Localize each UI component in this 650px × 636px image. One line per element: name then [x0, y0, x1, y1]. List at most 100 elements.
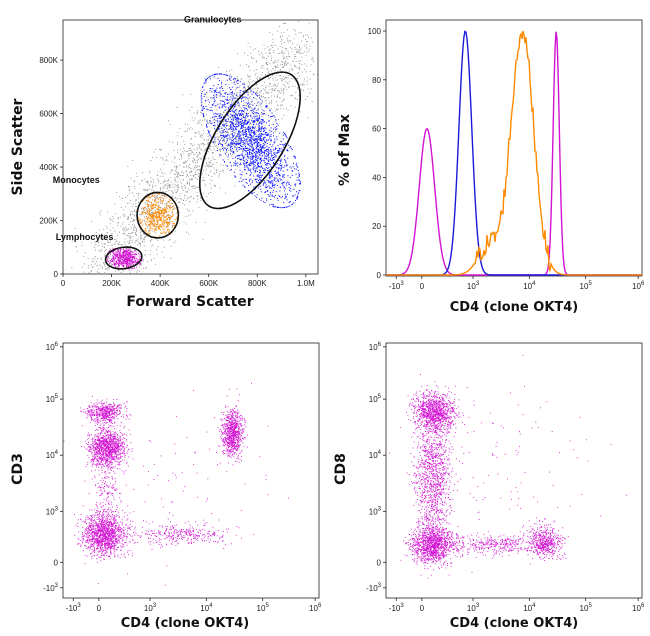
background-event	[220, 164, 222, 166]
background-event	[285, 86, 287, 88]
gated-event	[269, 116, 271, 118]
gated-event	[295, 168, 297, 170]
gated-event	[219, 154, 221, 156]
gated-event	[238, 157, 240, 159]
gated-event	[256, 182, 258, 184]
gated-event	[259, 176, 261, 178]
gated-event	[251, 117, 253, 119]
background-event	[172, 183, 174, 185]
background-event	[141, 179, 143, 181]
background-event	[283, 52, 285, 54]
background-event	[265, 114, 267, 116]
gated-event	[148, 217, 150, 219]
background-event	[254, 98, 256, 99]
gated-event	[254, 117, 256, 119]
background-event	[184, 143, 186, 145]
gated-event	[277, 206, 279, 208]
gated-event	[223, 104, 225, 106]
gated-event	[236, 154, 238, 156]
gated-event	[276, 185, 278, 187]
gated-event	[219, 115, 221, 117]
gated-event	[282, 134, 284, 136]
gated-event	[248, 122, 250, 124]
gated-event	[235, 140, 237, 142]
background-event	[258, 118, 259, 119]
background-event	[195, 164, 197, 166]
background-event	[74, 227, 76, 229]
background-event	[257, 125, 259, 127]
background-event	[181, 154, 183, 156]
gated-event	[229, 121, 231, 123]
gated-event	[121, 262, 123, 264]
background-event	[190, 170, 192, 172]
background-event	[119, 244, 121, 245]
gated-event	[259, 133, 261, 135]
gated-event	[122, 248, 124, 250]
background-event	[87, 258, 89, 260]
gated-event	[252, 180, 254, 182]
gated-event	[115, 254, 117, 256]
gated-event	[155, 211, 157, 213]
gated-event	[297, 176, 299, 178]
background-event	[287, 51, 289, 53]
background-event	[295, 65, 297, 67]
background-event	[178, 159, 180, 161]
background-event	[294, 54, 296, 56]
background-event	[168, 140, 170, 142]
gated-event	[138, 220, 140, 222]
gated-event	[258, 153, 260, 155]
gated-event	[227, 144, 229, 146]
background-event	[166, 215, 168, 217]
gated-event	[244, 131, 246, 133]
gated-event	[129, 256, 131, 258]
gated-event	[230, 111, 232, 113]
gated-event	[219, 93, 221, 95]
gated-event	[152, 193, 154, 195]
background-event	[134, 181, 136, 183]
gated-event	[123, 249, 125, 251]
gated-event	[221, 144, 223, 146]
gated-event	[276, 175, 278, 177]
gated-event	[237, 120, 239, 122]
background-event	[272, 89, 274, 91]
gated-event	[252, 168, 254, 170]
gated-event	[160, 225, 162, 227]
background-event	[270, 101, 272, 103]
gated-event	[217, 77, 219, 79]
gated-event	[255, 157, 257, 159]
background-event	[195, 177, 196, 178]
background-event	[123, 213, 125, 215]
background-event	[177, 135, 179, 137]
background-event	[242, 115, 244, 117]
gated-event	[243, 106, 245, 108]
gated-event	[280, 165, 282, 167]
gated-event	[277, 168, 279, 170]
gated-event	[298, 174, 300, 176]
background-event	[110, 252, 112, 254]
background-event	[158, 209, 160, 211]
background-event	[283, 67, 285, 68]
gated-event	[213, 113, 215, 115]
background-event	[282, 104, 284, 106]
gated-event	[163, 228, 165, 230]
gated-event	[296, 198, 298, 200]
background-event	[265, 97, 267, 99]
background-event	[244, 89, 246, 91]
gated-event	[122, 265, 124, 267]
gated-event	[153, 206, 155, 208]
gated-event	[155, 224, 157, 226]
gated-event	[231, 109, 233, 111]
background-event	[183, 197, 185, 199]
background-event	[169, 205, 171, 207]
background-event	[226, 122, 228, 124]
background-event	[267, 71, 269, 73]
background-event	[207, 151, 209, 153]
gated-event	[217, 150, 219, 152]
background-event	[199, 157, 201, 159]
gated-event	[247, 152, 249, 154]
gated-event	[131, 262, 133, 264]
background-event	[129, 213, 131, 215]
gated-event	[165, 210, 167, 212]
background-event	[241, 159, 243, 161]
background-event	[257, 138, 259, 140]
